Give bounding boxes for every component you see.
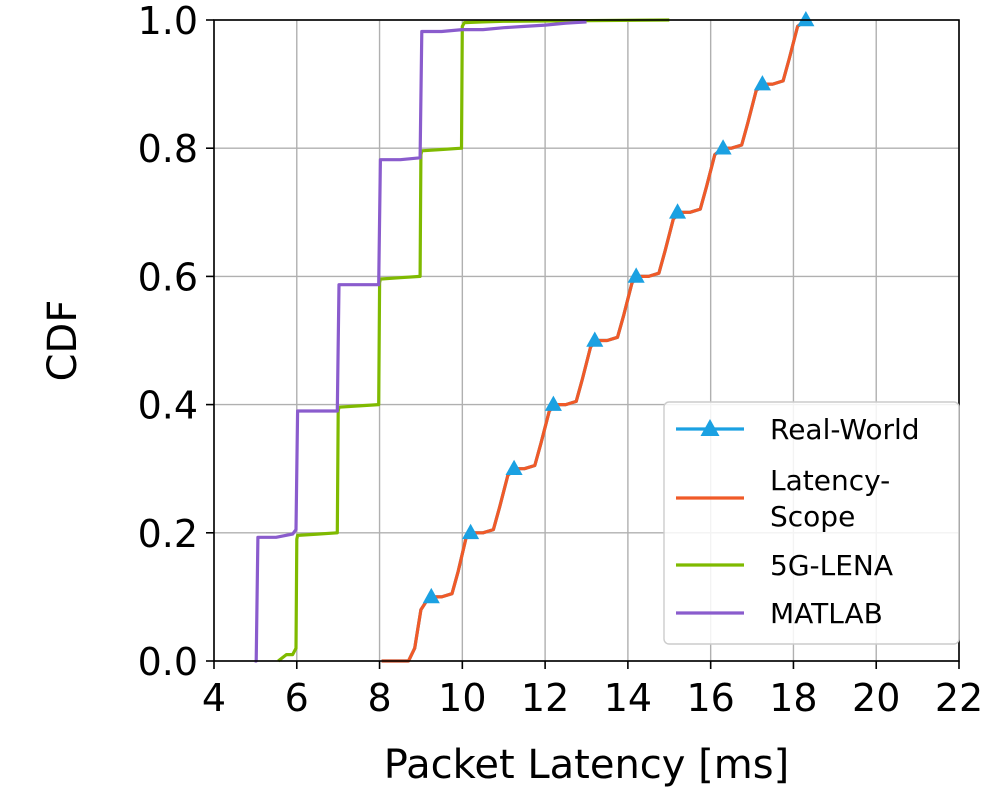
legend-label: Latency-Scope: [770, 464, 890, 533]
x-tick-label: 22: [935, 676, 983, 720]
data-point: [627, 267, 645, 283]
data-point: [544, 395, 562, 411]
y-axis-title: CDF: [40, 300, 86, 382]
y-tick-label: 0.8: [138, 127, 198, 171]
x-tick-label: 18: [769, 676, 817, 720]
legend-label: Real-World: [770, 413, 920, 446]
real-world-markers: [422, 11, 815, 604]
x-tick-label: 10: [438, 676, 486, 720]
legend-item-0: Real-World: [676, 413, 920, 446]
y-tick-label: 0.4: [138, 384, 198, 428]
legend-label: 5G-LENA: [770, 549, 893, 582]
data-point: [505, 459, 523, 475]
data-point: [422, 587, 440, 604]
x-axis-title: Packet Latency [ms]: [384, 742, 789, 788]
data-point: [586, 331, 604, 347]
x-tick-label: 6: [285, 676, 309, 720]
y-tick-label: 0.6: [138, 255, 198, 299]
y-tick-label: 1.0: [138, 0, 198, 43]
x-tick-label: 4: [202, 676, 226, 720]
legend-box: [663, 401, 960, 645]
data-point: [714, 139, 732, 155]
plot-frame: [213, 19, 960, 662]
data-point: [462, 523, 480, 540]
data-point: [797, 11, 815, 27]
series-line: [254, 20, 587, 663]
data-point: [753, 75, 771, 91]
x-tick-label: 20: [852, 676, 900, 720]
legend-marker: [700, 419, 720, 436]
series-layer: [254, 11, 815, 663]
series-3: [254, 20, 587, 663]
legend-item-2: 5G-LENA: [676, 549, 893, 582]
x-tick-label: 14: [604, 676, 652, 720]
x-tick-label: 16: [686, 676, 734, 720]
legend-item-3: MATLAB: [676, 597, 883, 630]
x-tick-label: 12: [521, 676, 569, 720]
y-tick-label: 0.2: [138, 512, 198, 556]
y-tick-label: 0.0: [138, 640, 198, 684]
y-axis-ticks: 0.0 0.2 0.4 0.6 0.8 1.0: [138, 0, 214, 684]
x-axis-ticks: 4 6 8 10 12 14 16 18 20 22: [202, 661, 983, 720]
legend-label: MATLAB: [770, 597, 883, 630]
legend-item-1: Latency-Scope: [676, 464, 890, 533]
data-point: [669, 203, 687, 219]
x-tick-label: 8: [367, 676, 391, 720]
legend: Real-World Latency-Scope 5G-LENA MATLAB: [663, 401, 960, 645]
